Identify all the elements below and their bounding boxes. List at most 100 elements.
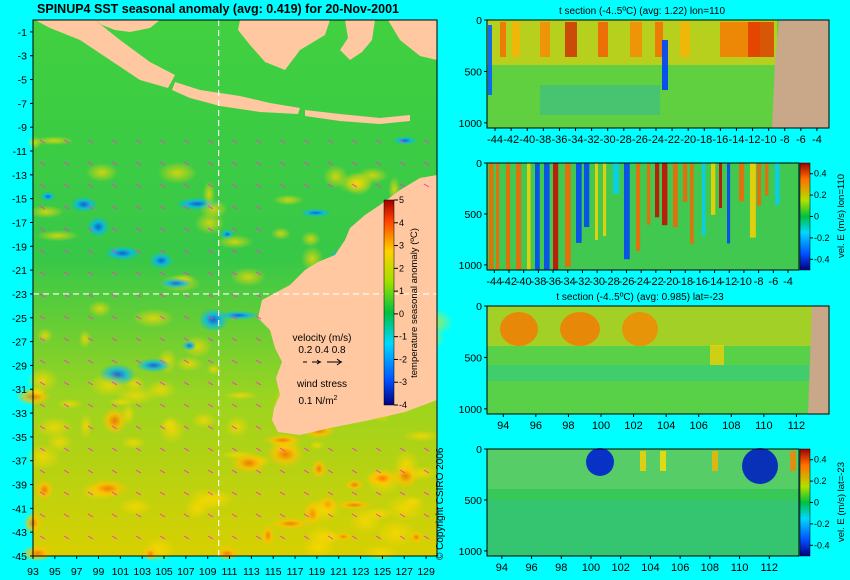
velocity-arrow <box>279 469 286 474</box>
section3-x-ticks: 94 96 98 100 102 104 106 108 110 112 <box>497 414 805 432</box>
map-x-tick-label: 123 <box>352 566 370 578</box>
section4-cold-core <box>742 448 778 484</box>
section1-warm-cell <box>655 22 663 57</box>
velocity-arrow <box>111 249 118 254</box>
section1-warm-cell <box>680 22 690 57</box>
map-eddy <box>270 227 291 240</box>
sec3-x-tick-label: 96 <box>530 420 542 432</box>
section3-warm-spot <box>710 345 724 365</box>
sec1-x-tick-label: -44 <box>487 134 503 146</box>
map-x-tick-label: 129 <box>417 566 435 578</box>
velocity-arrow <box>231 447 238 452</box>
section2-stripe <box>655 163 660 218</box>
velocity-arrow <box>207 205 214 210</box>
velocity-arrow <box>63 425 70 430</box>
map-y-tick-label: -45 <box>12 551 27 563</box>
velocity-arrow <box>111 469 118 474</box>
sec4-x-tick-label: 96 <box>525 562 537 574</box>
sec1-x-tick-label: -12 <box>745 134 761 146</box>
map-x-tick-label: 127 <box>395 566 413 578</box>
velocity-arrow <box>111 183 118 188</box>
map-eddy <box>34 479 55 501</box>
section1-warm-cell <box>512 22 520 57</box>
sec2-x-tick-label: -22 <box>648 276 664 288</box>
velocity-arrow <box>87 403 94 408</box>
section2-stripe <box>757 163 762 206</box>
colorbar-tick-label: 1 <box>399 286 404 296</box>
velocity-arrow <box>87 315 94 320</box>
velocity-arrow <box>423 513 430 518</box>
section3-frame <box>486 305 830 415</box>
velocity-arrow <box>231 183 238 188</box>
section1-land <box>772 20 829 128</box>
sec2-cbar-ticks-label: 0 <box>814 212 819 222</box>
velocity-arrow <box>63 535 70 540</box>
map-eddy <box>299 208 332 218</box>
section2-stripe <box>683 163 688 203</box>
velocity-arrow <box>255 249 262 254</box>
velocity-arrow <box>183 315 190 320</box>
section4-colorbar-ticks: 0.4 0.2 0 -0.2 -0.4 <box>810 455 830 550</box>
map-eddy <box>191 412 217 429</box>
sec2-cbar-ticks-label: -0.2 <box>814 233 830 243</box>
velocity-arrow <box>39 161 46 166</box>
map-x-tick-label: 113 <box>243 566 260 578</box>
section2-stripe <box>624 163 630 260</box>
sec1-x-tick-label: -38 <box>535 134 551 146</box>
velocity-arrow <box>39 293 46 298</box>
section2-x-ticks: -44-42-40-38-36-34-32-30-28-26-24-22-20-… <box>486 270 793 288</box>
velocity-arrow <box>135 447 142 452</box>
velocity-arrow <box>135 161 142 166</box>
velocity-arrow <box>87 139 94 144</box>
legend-velocity-scale: 0.2 0.4 0.8 <box>298 345 346 356</box>
velocity-arrow <box>39 249 46 254</box>
velocity-arrow <box>63 271 70 276</box>
map-eddy <box>36 230 80 242</box>
sec2-x-tick-label: -4 <box>783 276 793 288</box>
velocity-arrow <box>183 513 190 518</box>
velocity-arrow <box>231 315 238 320</box>
land-lesser-sunda <box>305 110 410 124</box>
velocity-arrow <box>303 513 310 518</box>
velocity-arrow <box>87 227 94 232</box>
velocity-arrow <box>159 139 166 144</box>
section2-stripe <box>775 163 780 205</box>
section1-panel <box>486 19 830 129</box>
velocity-arrow <box>399 183 406 188</box>
velocity-arrow <box>159 205 166 210</box>
velocity-arrow <box>351 491 358 496</box>
velocity-arrow <box>111 513 118 518</box>
colorbar-tick-label: -3 <box>399 377 407 387</box>
velocity-arrow <box>87 491 94 496</box>
velocity-arrow <box>111 271 118 276</box>
velocity-arrow <box>39 403 46 408</box>
velocity-arrow <box>207 227 214 232</box>
velocity-arrow <box>351 139 358 144</box>
velocity-arrow <box>399 469 406 474</box>
legend-wind-title: wind stress <box>296 379 347 390</box>
velocity-arrow <box>303 139 310 144</box>
map-x-tick-label: 105 <box>155 566 173 578</box>
section4-marks <box>487 448 799 556</box>
velocity-arrow <box>231 337 238 342</box>
map-eddy <box>56 398 84 409</box>
map-y-tick-label: -31 <box>12 384 27 396</box>
velocity-arrow <box>135 183 142 188</box>
map-x-tick-label: 103 <box>133 566 151 578</box>
velocity-arrow <box>207 249 214 254</box>
map-panel: velocity (m/s) 0.2 0.4 0.8 wind stress 0… <box>15 19 454 563</box>
map-eddy <box>79 413 93 439</box>
map-x-tick-label: 115 <box>265 566 282 578</box>
velocity-arrow <box>111 315 118 320</box>
velocity-arrow <box>255 469 262 474</box>
sec1-x-tick-label: -6 <box>796 134 806 146</box>
velocity-arrow <box>351 535 358 540</box>
map-y-tick-label: -35 <box>12 432 27 444</box>
sec4-cbar-ticks-label: 0.2 <box>814 476 827 486</box>
velocity-arrow <box>87 205 94 210</box>
map-eddy <box>202 180 216 208</box>
map-eddy <box>218 310 260 320</box>
velocity-arrow <box>207 183 214 188</box>
velocity-arrow <box>279 447 286 452</box>
map-x-tick-label: 99 <box>93 566 105 578</box>
